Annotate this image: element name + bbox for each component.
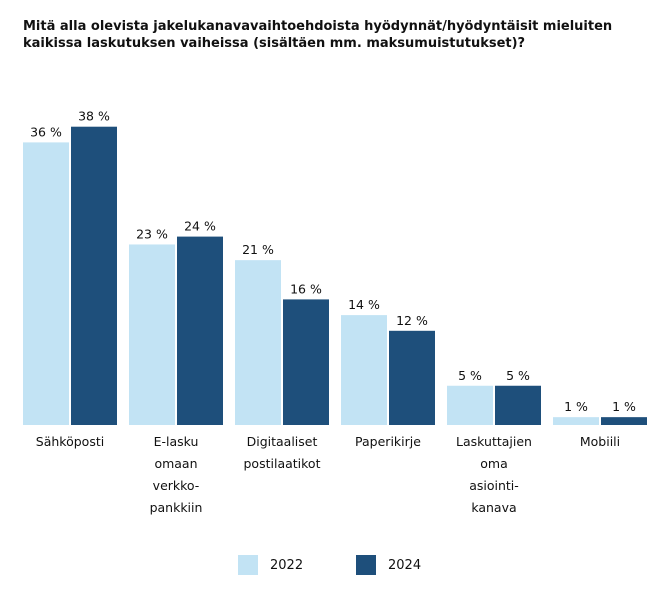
category-label-line: Laskuttajien [456, 434, 532, 449]
legend: 2022 2024 [0, 554, 660, 578]
value-label-2022-5: 1 % [564, 399, 588, 414]
bar-2024-5 [601, 417, 647, 425]
value-label-2022-2: 21 % [242, 242, 274, 257]
legend-item-2022: 2022 [238, 554, 303, 576]
category-labels-group: Sähköposti E-lasku omaan verkko-pankkiin Dig… [36, 434, 620, 515]
category-label-2: Digitaaliset postilaatikot [244, 434, 321, 471]
bar-2022-4 [447, 385, 493, 425]
category-label-4: Laskuttajien oma asiointi-kanava [456, 434, 532, 515]
value-label-2022-4: 5 % [458, 368, 482, 383]
value-label-2022-0: 36 % [30, 124, 62, 139]
legend-item-2024: 2024 [356, 554, 421, 576]
bar-2022-2 [235, 260, 281, 425]
value-labels-group: 36 % 38 % 23 % 24 % 21 % 16 % 14 % 12 % 5 % 5 % 1 … [30, 109, 636, 414]
bar-2024-1 [177, 236, 223, 425]
category-label-line: omaan [154, 456, 197, 471]
value-label-2024-0: 38 % [78, 109, 110, 124]
value-label-2024-5: 1 % [612, 399, 636, 414]
legend-swatch-2022 [238, 555, 258, 575]
value-label-2024-3: 12 % [396, 313, 428, 328]
legend-swatch-2024 [356, 555, 376, 575]
category-label-line: Mobiili [580, 434, 620, 449]
chart-title: Mitä alla olevista jakelukanavavaihtoehd… [23, 19, 613, 51]
category-label-0: Sähköposti [36, 434, 104, 449]
value-label-2024-4: 5 % [506, 368, 530, 383]
bar-2024-3 [389, 330, 435, 425]
bars-group [23, 126, 647, 425]
category-label-line: Digitaaliset [247, 434, 318, 449]
value-label-2022-3: 14 % [348, 297, 380, 312]
legend-label-2024: 2024 [388, 557, 422, 573]
legend-label-2022: 2022 [270, 557, 304, 573]
bar-2024-4 [495, 385, 541, 425]
value-label-2024-2: 16 % [290, 281, 322, 296]
category-label-line: kanava [471, 500, 516, 515]
bar-2022-0 [23, 142, 69, 425]
category-label-1: E-lasku omaan verkko-pankkiin [150, 434, 203, 515]
category-label-line: verkko- [153, 478, 200, 493]
category-label-line: E-lasku [154, 434, 199, 449]
bar-2024-0 [71, 126, 117, 425]
value-label-2022-1: 23 % [136, 226, 168, 241]
bar-2022-5 [553, 417, 599, 425]
category-label-line: asiointi- [469, 478, 519, 493]
bar-2022-3 [341, 315, 387, 425]
bar-2024-2 [283, 299, 329, 425]
bar-chart: 36 % 38 % 23 % 24 % 21 % 16 % 14 % 12 % 5 % 5 % 1 … [23, 109, 647, 515]
category-label-5: Mobiili [580, 434, 620, 449]
bar-2022-1 [129, 244, 175, 425]
category-label-line: pankkiin [150, 500, 203, 515]
category-label-line: oma [480, 456, 507, 471]
category-label-3: Paperikirje [355, 434, 421, 449]
category-label-line: postilaatikot [244, 456, 321, 471]
value-label-2024-1: 24 % [184, 219, 216, 234]
category-label-line: Sähköposti [36, 434, 104, 449]
category-label-line: Paperikirje [355, 434, 421, 449]
